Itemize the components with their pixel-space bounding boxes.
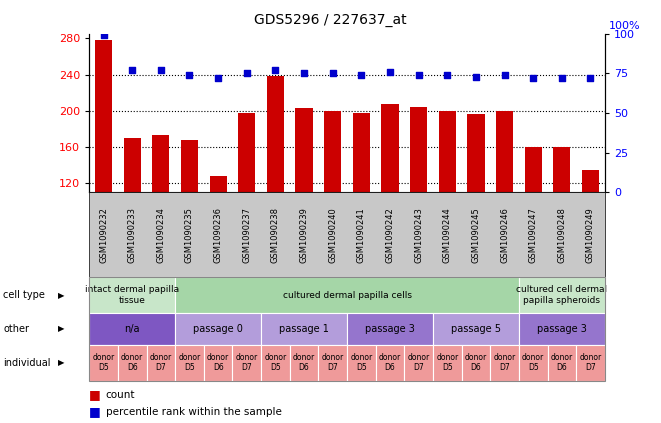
- Text: donor
D7: donor D7: [494, 353, 516, 372]
- Text: donor
D6: donor D6: [379, 353, 401, 372]
- Text: GDS5296 / 227637_at: GDS5296 / 227637_at: [254, 13, 407, 27]
- Text: donor
D5: donor D5: [522, 353, 544, 372]
- Text: donor
D6: donor D6: [207, 353, 229, 372]
- Text: cultured dermal papilla cells: cultured dermal papilla cells: [282, 291, 412, 299]
- Bar: [496, 111, 513, 192]
- Text: GSM1090245: GSM1090245: [471, 207, 481, 263]
- Text: ▶: ▶: [58, 291, 64, 299]
- Point: [213, 75, 223, 82]
- Bar: [267, 77, 284, 192]
- Text: n/a: n/a: [124, 324, 140, 334]
- Text: donor
D6: donor D6: [551, 353, 573, 372]
- Bar: [381, 104, 399, 192]
- Bar: [410, 107, 427, 192]
- Point: [557, 75, 567, 82]
- Point: [356, 71, 367, 79]
- Bar: [181, 140, 198, 192]
- Bar: [582, 170, 599, 192]
- Text: GSM1090236: GSM1090236: [214, 207, 223, 263]
- Text: GSM1090238: GSM1090238: [271, 207, 280, 263]
- Bar: [210, 176, 227, 192]
- Text: count: count: [106, 390, 136, 400]
- Text: ▶: ▶: [58, 324, 64, 333]
- Text: passage 3: passage 3: [365, 324, 415, 334]
- Text: other: other: [3, 324, 29, 334]
- Text: donor
D5: donor D5: [93, 353, 114, 372]
- Point: [471, 73, 481, 80]
- Bar: [353, 113, 370, 192]
- Text: ■: ■: [89, 405, 101, 418]
- Point: [270, 67, 281, 74]
- Text: GSM1090234: GSM1090234: [157, 207, 165, 263]
- Bar: [553, 147, 570, 192]
- Text: GSM1090248: GSM1090248: [557, 207, 566, 263]
- Text: GSM1090249: GSM1090249: [586, 207, 595, 263]
- Text: donor
D5: donor D5: [350, 353, 372, 372]
- Text: GSM1090235: GSM1090235: [185, 207, 194, 263]
- Text: donor
D6: donor D6: [121, 353, 143, 372]
- Text: GSM1090241: GSM1090241: [357, 207, 366, 263]
- Text: passage 3: passage 3: [537, 324, 587, 334]
- Text: donor
D7: donor D7: [580, 353, 602, 372]
- Text: GSM1090240: GSM1090240: [329, 207, 337, 263]
- Text: donor
D5: donor D5: [264, 353, 286, 372]
- Point: [127, 67, 137, 74]
- Text: donor
D7: donor D7: [322, 353, 344, 372]
- Text: donor
D7: donor D7: [408, 353, 430, 372]
- Bar: [295, 108, 313, 192]
- Bar: [324, 111, 341, 192]
- Text: ▶: ▶: [58, 358, 64, 367]
- Text: donor
D5: donor D5: [436, 353, 458, 372]
- Bar: [95, 40, 112, 192]
- Bar: [238, 113, 255, 192]
- Text: intact dermal papilla
tissue: intact dermal papilla tissue: [85, 286, 179, 305]
- Text: GSM1090239: GSM1090239: [299, 207, 309, 263]
- Text: donor
D7: donor D7: [236, 353, 258, 372]
- Text: GSM1090246: GSM1090246: [500, 207, 509, 263]
- Point: [585, 75, 596, 82]
- Text: donor
D5: donor D5: [178, 353, 200, 372]
- Text: GSM1090237: GSM1090237: [243, 207, 251, 263]
- Bar: [124, 138, 141, 192]
- Bar: [525, 147, 542, 192]
- Text: GSM1090243: GSM1090243: [414, 207, 423, 263]
- Point: [241, 70, 252, 77]
- Text: donor
D6: donor D6: [293, 353, 315, 372]
- Text: percentile rank within the sample: percentile rank within the sample: [106, 407, 282, 417]
- Point: [499, 71, 510, 79]
- Point: [299, 70, 309, 77]
- Text: individual: individual: [3, 358, 51, 368]
- Text: cultured cell dermal
papilla spheroids: cultured cell dermal papilla spheroids: [516, 286, 607, 305]
- Text: GSM1090233: GSM1090233: [128, 207, 137, 263]
- Text: GSM1090244: GSM1090244: [443, 207, 451, 263]
- Text: cell type: cell type: [3, 290, 45, 300]
- Text: 100%: 100%: [609, 21, 641, 31]
- Point: [528, 75, 539, 82]
- Point: [442, 71, 453, 79]
- Text: GSM1090242: GSM1090242: [385, 207, 395, 263]
- Bar: [439, 111, 456, 192]
- Point: [98, 32, 109, 39]
- Bar: [152, 135, 169, 192]
- Text: passage 5: passage 5: [451, 324, 501, 334]
- Point: [327, 70, 338, 77]
- Text: passage 0: passage 0: [193, 324, 243, 334]
- Text: donor
D6: donor D6: [465, 353, 487, 372]
- Text: ■: ■: [89, 388, 101, 401]
- Bar: [467, 114, 485, 192]
- Point: [155, 67, 166, 74]
- Text: donor
D7: donor D7: [150, 353, 172, 372]
- Text: passage 1: passage 1: [279, 324, 329, 334]
- Point: [413, 71, 424, 79]
- Text: GSM1090232: GSM1090232: [99, 207, 108, 263]
- Point: [385, 69, 395, 75]
- Point: [184, 71, 195, 79]
- Text: GSM1090247: GSM1090247: [529, 207, 537, 263]
